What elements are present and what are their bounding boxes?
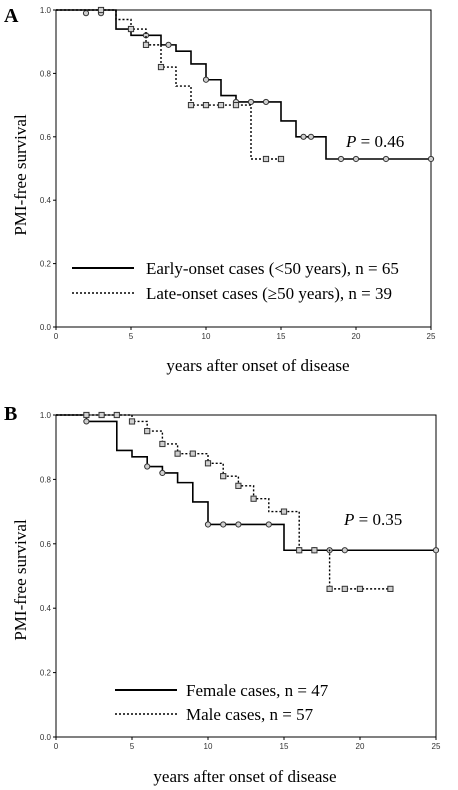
censor-mark-b-1 <box>204 521 212 528</box>
censor-mark-a-1 <box>165 41 172 48</box>
x-tick-label-b: 10 <box>204 742 213 751</box>
censor-mark-b-2 <box>113 411 120 419</box>
y-tick-label-a: 0.6 <box>40 133 52 142</box>
censor-mark-a-1 <box>382 155 390 163</box>
y-tick-label-a: 0.4 <box>40 196 52 205</box>
censor-mark-a-1 <box>202 76 210 83</box>
y-tick-label-b: 0.2 <box>40 669 52 678</box>
y-tick-label-a: 1.0 <box>40 6 52 15</box>
survival-curve-a-2 <box>56 9 281 160</box>
legend-label-early: Early-onset cases (<50 years), n = 65 <box>146 259 399 278</box>
censor-mark-a-2 <box>142 41 150 48</box>
censor-mark-b-2 <box>250 495 257 502</box>
x-tick-label-b: 0 <box>54 742 59 751</box>
y-tick-label-b: 1.0 <box>40 411 52 420</box>
y-tick-label-a: 0.0 <box>40 323 52 332</box>
x-axis-title-b: years after onset of disease <box>153 767 336 786</box>
censor-mark-a-2 <box>97 6 105 14</box>
censor-mark-b-2 <box>356 585 364 592</box>
plot-frame-a <box>55 9 432 328</box>
censor-mark-b-1 <box>159 469 166 477</box>
censor-mark-a-2 <box>277 155 285 163</box>
censor-mark-b-2 <box>296 547 303 554</box>
chart-panel-a: A PMI-free survival years after onset of… <box>4 5 436 375</box>
censor-mark-a-1 <box>300 133 307 140</box>
x-tick-label-a: 10 <box>202 332 211 341</box>
y-tick-label-b: 0.0 <box>40 733 52 742</box>
survival-curve-b-1 <box>56 414 436 552</box>
chart-panel-b: B PMI-free survival years after onset of… <box>4 403 441 786</box>
censor-mark-a-2 <box>187 102 195 109</box>
censor-mark-a-2 <box>127 25 135 33</box>
censor-mark-b-2 <box>341 585 348 592</box>
y-axis-title-b: PMI-free survival <box>11 519 30 641</box>
censor-mark-b-1 <box>265 521 272 528</box>
censor-mark-a-2 <box>157 63 165 71</box>
x-tick-label-a: 0 <box>54 332 59 341</box>
survival-curve-a-1 <box>56 9 431 160</box>
censor-mark-b-1 <box>220 521 227 528</box>
censor-mark-b-1 <box>432 547 440 554</box>
censor-mark-a-2 <box>262 155 270 163</box>
x-axis-title-a: years after onset of disease <box>166 356 349 375</box>
censor-mark-b-2 <box>311 547 318 554</box>
panel-label-a: A <box>4 5 19 27</box>
censor-mark-a-1 <box>82 10 90 17</box>
x-tick-label-a: 15 <box>277 332 286 341</box>
censor-mark-a-1 <box>352 155 360 163</box>
y-tick-label-a: 0.2 <box>40 260 52 269</box>
p-value-a: P = 0.46 <box>345 132 404 151</box>
censor-mark-a-2 <box>202 102 210 109</box>
y-tick-label-b: 0.4 <box>40 604 52 613</box>
censor-mark-a-1 <box>247 98 255 106</box>
censor-mark-b-2 <box>220 473 227 480</box>
censor-mark-b-1 <box>341 547 348 554</box>
censor-mark-b-2 <box>387 585 394 592</box>
censor-mark-b-2 <box>98 411 105 419</box>
x-tick-label-b: 25 <box>432 742 441 751</box>
censor-mark-a-1 <box>337 155 345 163</box>
censor-mark-b-2 <box>83 411 90 419</box>
x-tick-label-a: 20 <box>352 332 361 341</box>
x-tick-label-b: 20 <box>356 742 365 751</box>
censor-mark-a-1 <box>262 98 270 106</box>
censor-mark-b-2 <box>189 450 196 457</box>
x-tick-label-a: 25 <box>427 332 436 341</box>
y-tick-label-b: 0.6 <box>40 540 52 549</box>
censor-mark-b-2 <box>235 482 242 489</box>
plot-frame-b <box>55 414 437 738</box>
y-axis-title-a: PMI-free survival <box>11 114 30 236</box>
censor-mark-b-2 <box>159 440 166 448</box>
censor-mark-b-2 <box>128 418 136 425</box>
p-value-b: P = 0.35 <box>343 510 402 529</box>
censor-mark-a-1 <box>427 155 435 163</box>
censor-mark-a-2 <box>217 102 225 109</box>
panel-label-b: B <box>4 403 17 425</box>
censor-mark-a-1 <box>307 133 315 140</box>
y-tick-label-b: 0.8 <box>40 475 52 484</box>
censor-mark-b-2 <box>280 508 288 515</box>
legend-b: Female cases, n = 47 Male cases, n = 57 <box>115 681 329 724</box>
legend-label-late: Late-onset cases (≥50 years), n = 39 <box>146 284 392 303</box>
censor-mark-b-1 <box>144 463 151 470</box>
censor-mark-b-2 <box>144 428 151 435</box>
x-tick-label-b: 15 <box>280 742 289 751</box>
censor-mark-b-2 <box>174 450 181 457</box>
censor-mark-a-2 <box>232 102 240 109</box>
censor-mark-b-1 <box>235 521 242 528</box>
legend-label-male: Male cases, n = 57 <box>186 705 314 724</box>
x-tick-label-a: 5 <box>129 332 134 341</box>
legend-label-female: Female cases, n = 47 <box>186 681 329 700</box>
legend-a: Early-onset cases (<50 years), n = 65 La… <box>72 259 399 303</box>
censor-mark-b-1 <box>83 418 90 425</box>
censor-mark-b-2 <box>204 460 212 467</box>
x-tick-label-b: 5 <box>130 742 135 751</box>
survival-curve-b-2 <box>56 414 391 590</box>
y-tick-label-a: 0.8 <box>40 69 52 78</box>
censor-mark-b-2 <box>326 585 333 592</box>
